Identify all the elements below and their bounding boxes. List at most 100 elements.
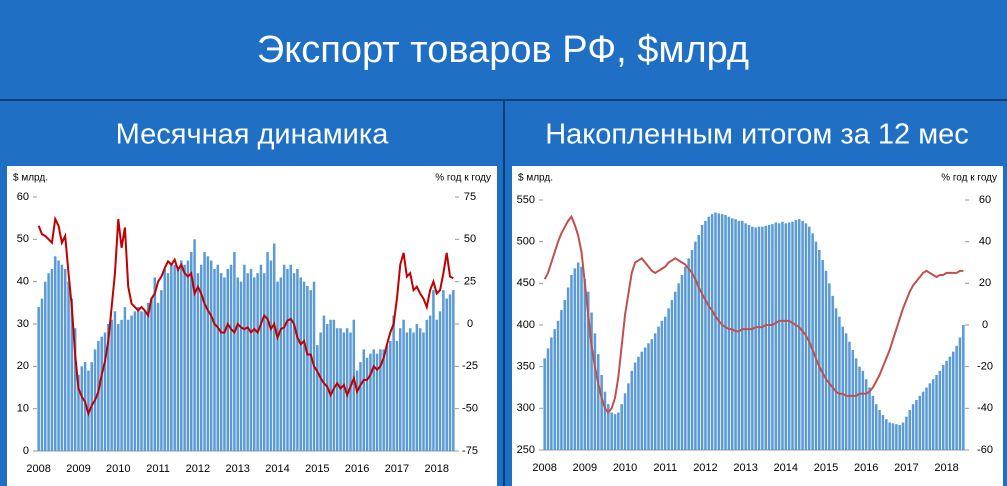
bar xyxy=(550,337,553,450)
bar xyxy=(107,324,110,451)
bar xyxy=(834,308,838,450)
bar xyxy=(392,315,395,451)
bar xyxy=(452,290,455,451)
bar xyxy=(77,374,80,451)
bar xyxy=(63,268,67,451)
bar xyxy=(399,328,402,451)
bar xyxy=(256,273,259,451)
bar xyxy=(690,250,694,450)
bar xyxy=(670,300,674,450)
bar xyxy=(428,315,432,451)
page-title: Экспорт товаров РФ, $млрд xyxy=(257,29,749,71)
x-tick-label: 2009 xyxy=(573,462,597,474)
bar xyxy=(787,222,791,450)
line xyxy=(37,215,454,417)
bar xyxy=(133,311,137,451)
y-axis-label: $ млрд. xyxy=(13,173,48,184)
bar xyxy=(660,320,664,450)
bar xyxy=(44,281,47,451)
bar xyxy=(438,311,442,451)
bar xyxy=(576,262,580,450)
bar xyxy=(130,315,133,451)
bar xyxy=(362,349,366,451)
bar xyxy=(560,310,563,450)
bar xyxy=(657,326,660,450)
y-tick-label: 550 xyxy=(517,194,535,206)
bar xyxy=(170,264,173,451)
x-tick-label: 2013 xyxy=(225,463,249,475)
bar xyxy=(276,281,279,451)
bar xyxy=(794,220,798,450)
bar xyxy=(724,215,727,450)
bar xyxy=(110,319,113,451)
bar xyxy=(643,347,647,450)
bar xyxy=(962,325,965,450)
bar xyxy=(704,220,707,450)
bar xyxy=(707,216,711,450)
bar xyxy=(566,287,570,450)
bar xyxy=(610,412,613,450)
bar xyxy=(422,332,425,451)
bar xyxy=(203,252,206,451)
bar xyxy=(418,328,422,451)
bar xyxy=(952,351,955,450)
bar xyxy=(352,319,356,451)
bar xyxy=(47,273,50,451)
bar xyxy=(369,353,372,451)
bar xyxy=(888,422,891,450)
bar xyxy=(113,311,117,451)
bar xyxy=(190,252,193,451)
bar xyxy=(955,345,958,450)
bar xyxy=(938,370,942,450)
bar xyxy=(415,324,419,451)
bar xyxy=(408,328,412,451)
bar xyxy=(915,400,918,450)
bar xyxy=(674,291,677,450)
bar xyxy=(838,316,841,450)
y2-tick-label: -50 xyxy=(462,403,478,415)
bar xyxy=(680,275,684,450)
bar xyxy=(663,316,667,450)
y-tick-label: 250 xyxy=(517,444,535,456)
bar xyxy=(60,264,64,451)
y2-tick-label: -60 xyxy=(977,444,993,456)
bar xyxy=(885,419,888,450)
bar xyxy=(183,264,186,451)
bar xyxy=(921,391,925,450)
bar xyxy=(319,332,322,451)
bar xyxy=(136,307,140,451)
bar xyxy=(761,226,764,450)
bar xyxy=(229,264,233,451)
bar xyxy=(613,414,617,450)
bar xyxy=(223,277,226,451)
bar xyxy=(908,410,912,450)
bar xyxy=(945,360,948,450)
bar xyxy=(878,410,881,450)
bar xyxy=(50,268,54,451)
bar xyxy=(282,264,286,451)
x-tick-label: 2017 xyxy=(385,463,409,475)
bar xyxy=(828,283,831,450)
bar xyxy=(126,319,130,451)
bar xyxy=(296,268,299,451)
bar xyxy=(797,219,801,450)
bar xyxy=(173,264,176,451)
y-tick-label: 300 xyxy=(517,402,535,414)
bar xyxy=(901,422,905,450)
bar xyxy=(57,260,60,451)
bar xyxy=(332,319,336,451)
bar xyxy=(196,273,200,451)
bar xyxy=(80,366,84,451)
bar xyxy=(811,233,814,450)
bar xyxy=(583,279,587,450)
bar xyxy=(700,225,704,450)
bar xyxy=(279,277,283,451)
bar xyxy=(329,319,332,451)
bar xyxy=(647,343,650,450)
bar xyxy=(349,332,352,451)
bar xyxy=(445,298,448,451)
y-tick-label: 20 xyxy=(17,360,29,372)
bar xyxy=(717,213,721,450)
bar xyxy=(667,308,670,450)
y2-tick-label: 60 xyxy=(979,194,991,206)
